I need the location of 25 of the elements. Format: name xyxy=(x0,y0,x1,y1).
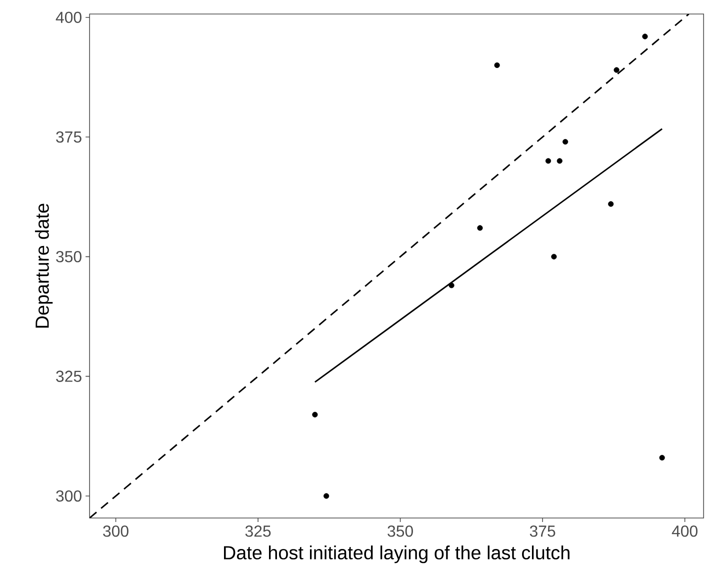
point xyxy=(642,34,648,40)
y-axis-title: Departure date xyxy=(34,204,53,328)
point xyxy=(556,158,562,164)
x-tick-label: 325 xyxy=(245,526,271,537)
y-tick-label: 300 xyxy=(56,490,82,502)
point xyxy=(545,158,552,164)
y-tick-label: 400 xyxy=(56,12,82,23)
x-tick-label: 350 xyxy=(388,526,413,537)
point xyxy=(448,282,454,288)
y-tick-label: 325 xyxy=(56,370,82,382)
point xyxy=(614,67,620,73)
point xyxy=(324,493,330,499)
point xyxy=(312,412,318,418)
y-tick-label: 375 xyxy=(56,131,82,143)
point xyxy=(608,201,614,207)
point xyxy=(562,138,568,145)
point xyxy=(477,225,483,231)
x-tick-label: 300 xyxy=(103,526,128,537)
x-tick-label: 400 xyxy=(672,526,698,537)
x-tick-label: 375 xyxy=(530,526,556,537)
x-axis-title: Date host initiated laying of the last clutch xyxy=(224,546,570,564)
point xyxy=(551,254,557,260)
y-tick-label: 350 xyxy=(56,251,82,262)
point xyxy=(494,62,500,68)
point xyxy=(659,454,665,460)
